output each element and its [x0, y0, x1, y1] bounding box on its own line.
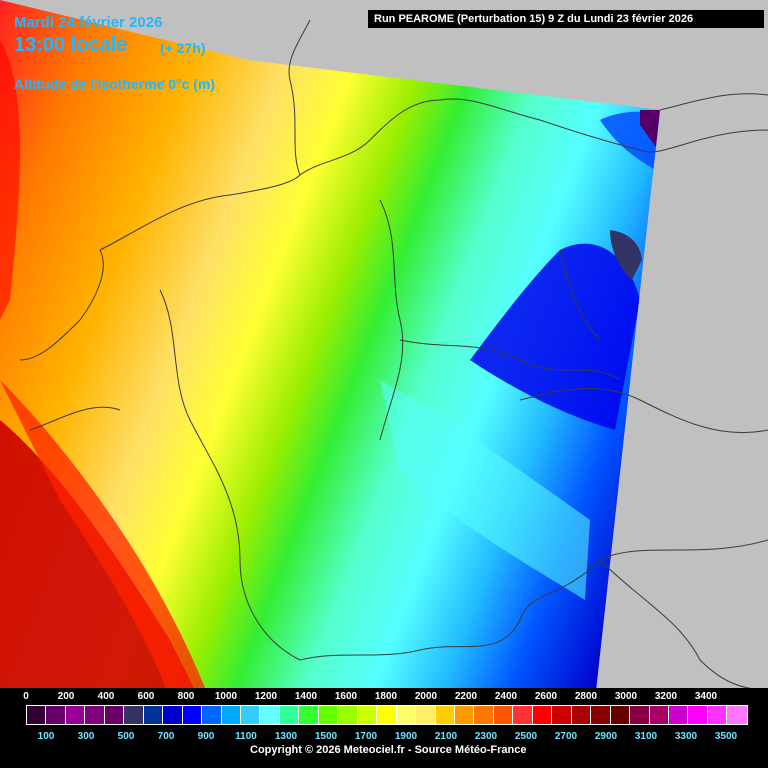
legend-swatch [493, 706, 514, 724]
legend-swatch [513, 706, 533, 724]
legend-label-top: 2800 [574, 691, 598, 702]
legend-swatch [65, 706, 86, 724]
legend-label-top: 400 [97, 691, 115, 702]
legend-label-bottom: 300 [77, 731, 95, 742]
color-scale [26, 705, 748, 725]
legend-label-bottom: 900 [197, 731, 215, 742]
legend-label-top: 0 [23, 691, 29, 702]
legend-swatch [124, 706, 144, 724]
legend-label-top: 1400 [294, 691, 318, 702]
legend-swatch [104, 706, 125, 724]
legend-swatch [591, 706, 611, 724]
legend-swatch [377, 706, 397, 724]
legend-swatch [610, 706, 631, 724]
legend-swatch [182, 706, 203, 724]
legend-swatch [454, 706, 475, 724]
legend-label-top: 600 [137, 691, 155, 702]
legend-label-top: 1600 [334, 691, 358, 702]
lead-time: (+ 27h) [160, 40, 206, 56]
legend-label-bottom: 2900 [594, 731, 618, 742]
legend-swatch [396, 706, 417, 724]
legend-label-bottom: 1500 [314, 731, 338, 742]
legend-label-bottom: 3500 [714, 731, 738, 742]
legend-swatch [163, 706, 183, 724]
legend-swatch [357, 706, 378, 724]
copyright-text: Copyright © 2026 Meteociel.fr - Source M… [250, 744, 527, 756]
legend-label-bottom: 1900 [394, 731, 418, 742]
legend-label-bottom: 3100 [634, 731, 658, 742]
legend-panel [0, 688, 768, 768]
legend-label-top: 2000 [414, 691, 438, 702]
legend-swatch [27, 706, 47, 724]
legend-label-bottom: 100 [37, 731, 55, 742]
legend-label-bottom: 700 [157, 731, 175, 742]
legend-swatch [279, 706, 300, 724]
legend-swatch [240, 706, 261, 724]
map-borders [19, 19, 768, 691]
legend-label-top: 1200 [254, 691, 278, 702]
legend-label-bottom: 1300 [274, 731, 298, 742]
legend-swatch [260, 706, 280, 724]
legend-label-top: 3200 [654, 691, 678, 702]
legend-label-bottom: 1700 [354, 731, 378, 742]
legend-swatch [649, 706, 669, 724]
forecast-time: 13:00 locale [14, 34, 128, 56]
run-info: Run PEAROME (Perturbation 15) 9 Z du Lun… [368, 10, 764, 28]
legend-swatch [571, 706, 592, 724]
legend-swatch [668, 706, 689, 724]
legend-swatch [85, 706, 105, 724]
legend-swatch [474, 706, 494, 724]
legend-label-top: 2200 [454, 691, 478, 702]
legend-label-bottom: 2700 [554, 731, 578, 742]
legend-label-top: 1000 [214, 691, 238, 702]
legend-swatch [630, 706, 650, 724]
legend-swatch [688, 706, 708, 724]
legend-swatch [143, 706, 164, 724]
legend-swatch [338, 706, 358, 724]
legend-swatch [221, 706, 241, 724]
legend-label-top: 200 [57, 691, 75, 702]
legend-swatch [299, 706, 319, 724]
legend-swatch [46, 706, 66, 724]
legend-swatch [707, 706, 728, 724]
legend-label-top: 2600 [534, 691, 558, 702]
legend-swatch [202, 706, 222, 724]
legend-label-bottom: 500 [117, 731, 135, 742]
legend-swatch [435, 706, 455, 724]
legend-swatch [552, 706, 572, 724]
legend-label-bottom: 2100 [434, 731, 458, 742]
parameter-title: Altitude de l'isotherme 0°c (m) [14, 76, 216, 92]
legend-label-bottom: 1100 [235, 731, 257, 742]
legend-label-top: 3400 [694, 691, 718, 702]
legend-label-top: 2400 [494, 691, 518, 702]
legend-swatch [532, 706, 553, 724]
legend-label-top: 800 [177, 691, 195, 702]
legend-swatch [318, 706, 339, 724]
legend-label-bottom: 2300 [474, 731, 498, 742]
forecast-date: Mardi 24 février 2026 [14, 14, 163, 31]
legend-swatch [416, 706, 436, 724]
legend-label-bottom: 3300 [674, 731, 698, 742]
isotherm-field [0, 0, 660, 700]
legend-label-top: 3000 [614, 691, 638, 702]
legend-label-top: 1800 [374, 691, 398, 702]
legend-label-bottom: 2500 [514, 731, 538, 742]
legend-swatch [727, 706, 747, 724]
